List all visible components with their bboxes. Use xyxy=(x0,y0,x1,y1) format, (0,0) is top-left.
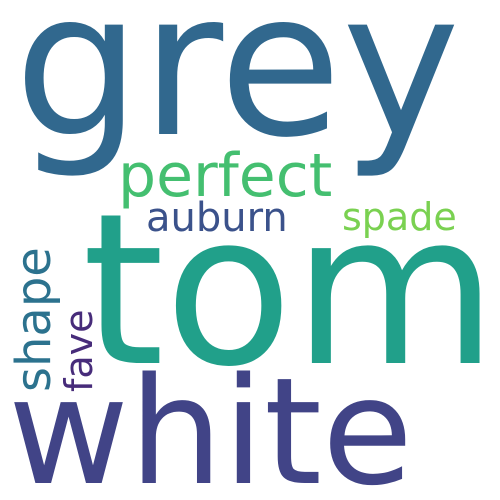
word-perfect: perfect xyxy=(118,141,333,211)
word-grey: grey xyxy=(14,0,461,182)
word-shape: shape xyxy=(6,247,62,392)
word-fave: fave xyxy=(57,309,101,392)
word-auburn: auburn xyxy=(146,195,288,241)
word-spade: spade xyxy=(342,195,457,239)
word-white: white xyxy=(8,346,414,500)
word-tom: tom xyxy=(82,168,498,413)
